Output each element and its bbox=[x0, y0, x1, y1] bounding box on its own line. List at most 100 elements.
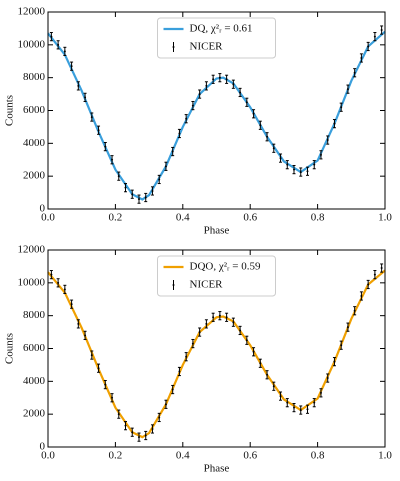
data-point bbox=[50, 35, 53, 38]
y-tick-label: 2000 bbox=[23, 408, 46, 420]
data-point bbox=[360, 56, 363, 59]
data-point bbox=[266, 373, 269, 376]
data-point bbox=[144, 196, 147, 199]
legend-label: NICER bbox=[190, 279, 224, 291]
legend-label: NICER bbox=[190, 41, 224, 53]
plot-frame bbox=[47, 11, 386, 210]
data-point bbox=[380, 267, 383, 270]
x-tick-label: 1.0 bbox=[378, 450, 392, 462]
data-point bbox=[252, 112, 255, 115]
data-point bbox=[272, 385, 275, 388]
data-point bbox=[117, 413, 120, 416]
data-point bbox=[333, 360, 336, 363]
y-tick-label: 6000 bbox=[23, 104, 46, 116]
data-point bbox=[373, 35, 376, 38]
x-tick-label: 0.6 bbox=[243, 450, 257, 462]
data-point bbox=[111, 396, 114, 399]
x-axis-label: Phase bbox=[204, 463, 230, 475]
data-point bbox=[319, 153, 322, 156]
data-point bbox=[286, 401, 289, 404]
legend-label: DQ, χ²ᵣ = 0.61 bbox=[190, 23, 253, 35]
data-point bbox=[164, 165, 167, 168]
data-point bbox=[77, 84, 80, 87]
data-point bbox=[151, 427, 154, 430]
data-point bbox=[299, 409, 302, 412]
data-point bbox=[97, 367, 100, 370]
data-point bbox=[319, 391, 322, 394]
y-tick-label: 12000 bbox=[18, 6, 46, 18]
plot-frame bbox=[47, 249, 386, 448]
data-point bbox=[340, 344, 343, 347]
data-point bbox=[353, 309, 356, 312]
y-tick-label: 10000 bbox=[18, 276, 46, 288]
data-point bbox=[367, 45, 370, 48]
data-point bbox=[63, 50, 66, 53]
legend-swatch bbox=[172, 284, 175, 286]
y-tick-label: 6000 bbox=[23, 342, 46, 354]
x-axis-label: Phase bbox=[204, 225, 230, 237]
data-point bbox=[158, 178, 161, 181]
data-point bbox=[178, 370, 181, 373]
y-tick-label: 10000 bbox=[18, 38, 46, 50]
data-point bbox=[104, 145, 107, 148]
data-point bbox=[185, 117, 188, 120]
data-point bbox=[77, 322, 80, 325]
data-point bbox=[299, 171, 302, 174]
data-point bbox=[164, 403, 167, 406]
data-point bbox=[50, 273, 53, 276]
data-point bbox=[90, 116, 93, 119]
data-point bbox=[171, 150, 174, 153]
data-point bbox=[131, 431, 134, 434]
x-tick-label: 0.8 bbox=[311, 212, 325, 224]
x-tick-label: 0.2 bbox=[109, 450, 123, 462]
data-point bbox=[57, 281, 60, 284]
data-point bbox=[151, 189, 154, 192]
data-point bbox=[84, 334, 87, 337]
data-point bbox=[313, 163, 316, 166]
data-point bbox=[57, 43, 60, 46]
model-line bbox=[47, 30, 386, 201]
data-point bbox=[232, 321, 235, 324]
data-point bbox=[97, 129, 100, 132]
data-point bbox=[346, 326, 349, 329]
data-point bbox=[63, 288, 66, 291]
data-point bbox=[245, 339, 248, 342]
data-point bbox=[131, 193, 134, 196]
data-point bbox=[225, 78, 228, 81]
data-point bbox=[266, 135, 269, 138]
data-point bbox=[346, 88, 349, 91]
x-tick-label: 0.0 bbox=[41, 212, 55, 224]
data-point bbox=[218, 76, 221, 79]
data-point bbox=[191, 104, 194, 107]
legend-box bbox=[157, 255, 276, 297]
panel: 0.0 0.2 0.4 0.6 0.8 1.0 0 2000 4000 6000 8000 10000… bbox=[4, 6, 393, 237]
data-point bbox=[137, 198, 140, 201]
data-point bbox=[84, 96, 87, 99]
data-point bbox=[198, 93, 201, 96]
legend-label: DQO, χ²ᵣ = 0.59 bbox=[190, 261, 261, 273]
data-point bbox=[205, 322, 208, 325]
data-point bbox=[286, 163, 289, 166]
data-point bbox=[218, 314, 221, 317]
data-point bbox=[225, 316, 228, 319]
y-axis-label: Counts bbox=[4, 333, 16, 364]
data-point bbox=[326, 139, 329, 142]
data-point bbox=[90, 354, 93, 357]
data-point bbox=[293, 168, 296, 171]
legend-swatch bbox=[172, 46, 175, 48]
data-point bbox=[380, 29, 383, 32]
y-tick-label: 12000 bbox=[18, 244, 46, 256]
y-tick-label: 4000 bbox=[23, 137, 46, 149]
data-point bbox=[373, 273, 376, 276]
x-tick-label: 0.0 bbox=[41, 450, 55, 462]
data-point bbox=[340, 106, 343, 109]
y-tick-label: 0 bbox=[40, 441, 46, 453]
data-point bbox=[367, 283, 370, 286]
data-point bbox=[353, 71, 356, 74]
data-point bbox=[259, 124, 262, 127]
data-point bbox=[239, 91, 242, 94]
y-tick-label: 0 bbox=[40, 203, 46, 215]
x-tick-label: 0.6 bbox=[243, 212, 257, 224]
data-point bbox=[124, 186, 127, 189]
